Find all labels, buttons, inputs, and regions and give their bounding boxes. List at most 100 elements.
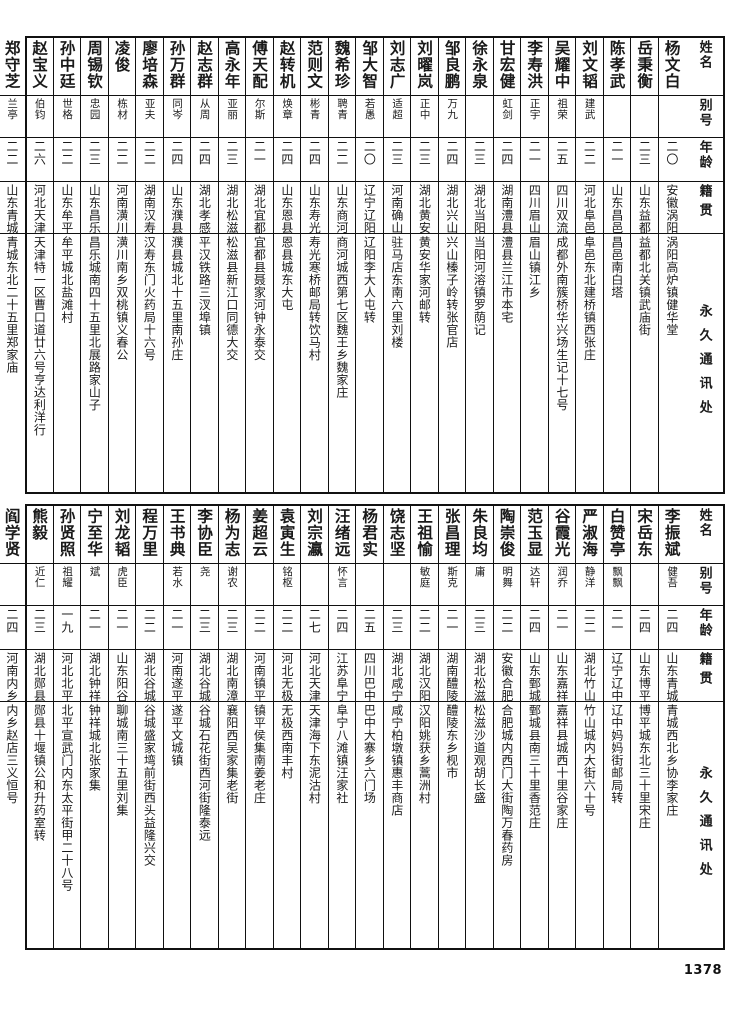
cell-age-text: 二四: [499, 140, 514, 166]
cell-name-text: 陶崇俊: [497, 508, 517, 558]
cell-address: 聊城南三十五里刘集: [109, 702, 136, 948]
cell-name: 廖培森: [136, 38, 163, 96]
cell-origin-text: 河北天津: [32, 184, 47, 234]
cell-origin: 湖北咸宁: [383, 650, 410, 702]
cell-alias: 正宇: [521, 96, 548, 138]
row-header-origin: 籍贯: [685, 650, 723, 702]
cell-name-text: 汪绪远: [332, 508, 352, 558]
row-header-label: 籍贯: [696, 652, 712, 690]
cell-alias-text: 若愚: [363, 98, 376, 120]
roster-person-column: 袁寅生 铭枢 二二 河北无极 无极西南丰村: [272, 506, 300, 948]
cell-alias-text: 近仁: [33, 566, 46, 588]
cell-alias: 祖荣: [548, 96, 575, 138]
cell-alias-text: 谢农: [226, 566, 239, 588]
cell-age: 二二: [576, 138, 603, 182]
cell-name: 杨君实: [356, 506, 383, 564]
cell-address-text: 松滋沙道观胡长盛: [472, 704, 487, 804]
cell-origin: 山东牟平: [53, 182, 80, 234]
roster-person-column: 宋岳东 二四 山东博平 博平城东北三十里宋庄: [630, 506, 658, 948]
row-header-label: 别号: [696, 566, 712, 596]
cell-name-text: 邹良鹏: [442, 40, 462, 90]
cell-address-text: 兴山榛子岭转张官店: [444, 236, 459, 349]
cell-alias-text: 润乔: [556, 566, 569, 588]
cell-origin: 湖北南漳: [218, 650, 245, 702]
cell-origin: 江苏阜宁: [328, 650, 355, 702]
cell-name: 严淑海: [576, 506, 603, 564]
cell-name-text: 甘宏健: [497, 40, 517, 90]
row-header-label: 籍贯: [696, 184, 712, 222]
cell-age: 二三: [631, 138, 658, 182]
cell-name: 杨为志: [218, 506, 245, 564]
cell-name-text: 程万里: [140, 508, 160, 558]
cell-alias: 斯克: [438, 564, 465, 606]
cell-age: 二二: [53, 138, 80, 182]
cell-name-text: 李振斌: [662, 508, 682, 558]
cell-origin: 山东昌乐: [81, 182, 108, 234]
cell-age: 二四: [0, 606, 25, 650]
cell-name-text: 王祖愉: [415, 508, 435, 558]
cell-origin-text: 山东昌邑: [609, 184, 624, 234]
cell-address: 当阳河溶镇罗荫记: [466, 234, 493, 492]
cell-address-text: 聊城南三十五里刘集: [114, 704, 129, 817]
cell-alias: [136, 564, 163, 606]
cell-address-text: 镇平侯集南姜老庄: [252, 704, 267, 804]
cell-age: 二四: [658, 606, 685, 650]
cell-age-text: 二一: [609, 140, 624, 166]
cell-age: 二三: [81, 138, 108, 182]
cell-name: 熊毅: [26, 506, 53, 564]
roster-person-column: 陶崇俊 明舞 二二 安徽合肥 合肥城内西门大街陶万春药房: [492, 506, 521, 948]
cell-origin: 山东益都: [631, 182, 658, 234]
cell-address: 驻马店东南六里刘楼: [384, 234, 411, 492]
roster-person-column: 王书典 若水 二一 河南遂平 遂平文城镇: [162, 506, 190, 948]
cell-age-text: 二四: [4, 608, 19, 634]
roster-header-column: 姓名 别号 年龄 籍贯 永久通讯处: [685, 38, 723, 492]
cell-name: 赵志群: [191, 38, 218, 96]
roster-person-column: 徐永泉 二三 湖北当阳 当阳河溶镇罗荫记: [465, 38, 493, 492]
roster-person-column: 甘宏健 虹剑 二四 湖南澧县 澧县兰江市本宅: [492, 38, 520, 492]
cell-origin: 山东恩县: [273, 182, 300, 234]
cell-age: 二一: [163, 606, 190, 650]
cell-address: 醴陵东乡枧市: [439, 702, 466, 948]
cell-address: 合肥城内西门大街陶万春药房: [494, 702, 521, 948]
cell-age-text: 二三: [197, 608, 212, 634]
cell-alias-text: 从周: [198, 98, 211, 120]
cell-name: 范玉显: [521, 506, 548, 564]
roster-person-column: 范则文 彬青 二四 山东寿光 寿光寒桥邮局转饮马村: [300, 38, 328, 492]
cell-age-text: 二三: [389, 608, 404, 634]
cell-address: 昌乐城南四十五里北展路家山子: [81, 234, 108, 492]
cell-age-text: 二四: [637, 608, 652, 634]
cell-address: 镇平侯集南姜老庄: [246, 702, 273, 948]
cell-address: 益都北关镇武庙街: [631, 234, 658, 492]
cell-address-text: 商河城西第七区魏王乡魏家庄: [334, 236, 349, 399]
cell-alias: 谢农: [218, 564, 245, 606]
cell-origin-text: 湖北松滋: [224, 184, 239, 234]
cell-origin: 湖北黄安: [411, 182, 438, 234]
cell-age: 二二: [136, 606, 163, 650]
cell-origin-text: 湖北当阳: [472, 184, 487, 234]
cell-name: 刘志广: [383, 38, 410, 96]
cell-age: 二二: [576, 606, 603, 650]
cell-origin-text: 山东恩县: [279, 184, 294, 234]
cell-age: 二二: [136, 138, 163, 182]
cell-alias-text: 斌: [88, 566, 101, 577]
cell-address: 昌邑南白塔: [604, 234, 631, 492]
cell-age: 二三: [383, 138, 410, 182]
cell-name: 陈孝武: [603, 38, 630, 96]
cell-alias: 忠园: [81, 96, 108, 138]
cell-age: 二二: [108, 138, 135, 182]
cell-alias-text: 静洋: [583, 566, 596, 588]
row-header-label: 年龄: [696, 140, 712, 170]
cell-age-text: 二四: [334, 608, 349, 634]
cell-alias: 斌: [81, 564, 108, 606]
cell-age: 二四: [493, 138, 520, 182]
roster-person-column: 李振斌 健吾 二四 山东青城 青城西北乡协李家庄: [657, 506, 685, 948]
cell-origin-text: 湖南汉寿: [142, 184, 157, 234]
cell-address-text: 襄阳西吴家集老街: [224, 704, 239, 804]
cell-address-text: 辽中妈妈街邮局转: [609, 704, 624, 804]
cell-alias-text: 明舞: [501, 566, 514, 588]
cell-origin: 湖北松滋: [218, 182, 245, 234]
cell-age-text: 二二: [142, 608, 157, 634]
row-header-name: 姓名: [685, 506, 723, 564]
cell-age-text: 二二: [59, 140, 74, 166]
cell-age: 二四: [163, 138, 190, 182]
